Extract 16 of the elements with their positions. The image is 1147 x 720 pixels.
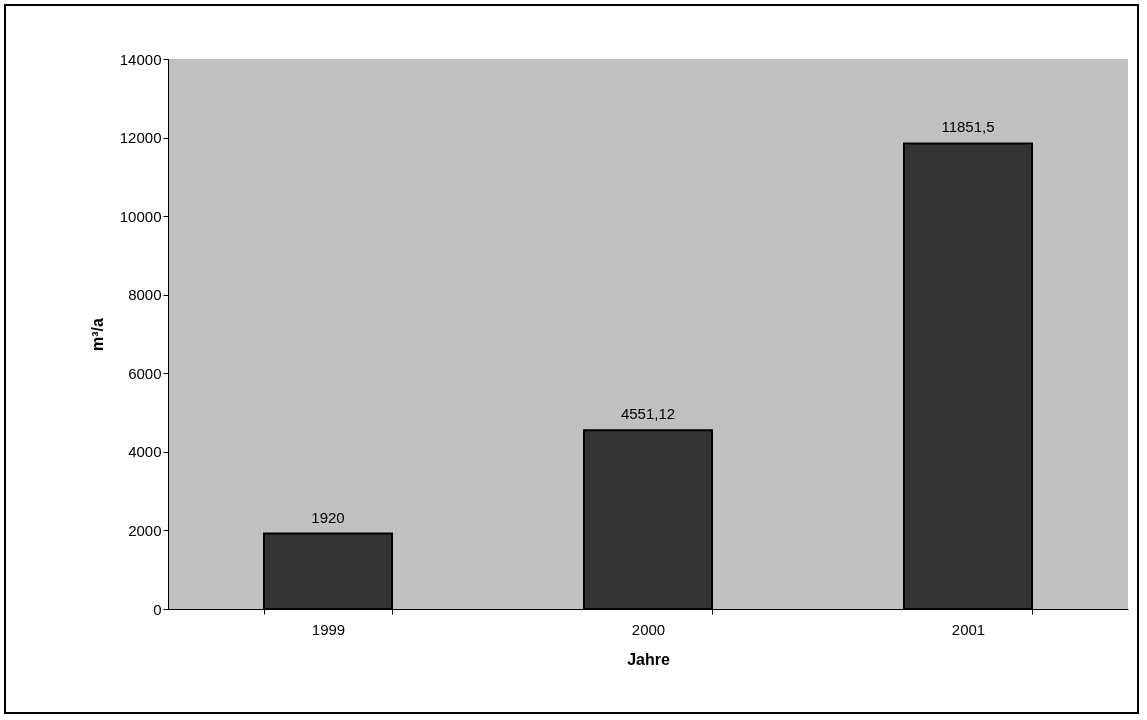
- y-tick-label: 4000: [128, 443, 162, 461]
- y-tick-label: 14000: [119, 50, 162, 68]
- x-tick-label: 2001: [951, 620, 986, 638]
- y-tick-label: 6000: [128, 364, 162, 382]
- data-label: 11851,5: [941, 118, 995, 136]
- y-tick-label: 2000: [128, 521, 162, 539]
- y-tick-label: 10000: [119, 207, 162, 225]
- y-axis-title: m³/a: [88, 317, 106, 351]
- x-tick-label: 2000: [631, 620, 666, 638]
- x-tick-label: 1999: [311, 620, 346, 638]
- y-tick-label: 8000: [128, 286, 162, 304]
- data-label: 4551,12: [620, 405, 676, 423]
- data-label: 1920: [311, 508, 345, 526]
- x-axis-title: Jahre: [627, 650, 670, 668]
- y-tick-label: 0: [153, 600, 162, 618]
- y-tick-label: 12000: [119, 129, 162, 147]
